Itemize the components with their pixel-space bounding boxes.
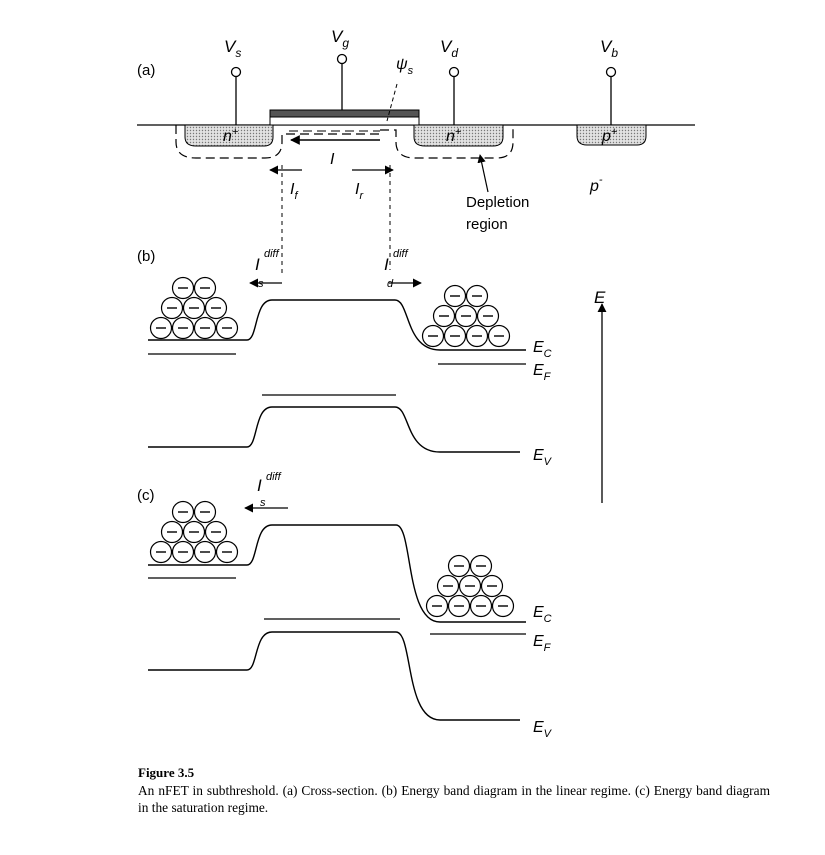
depletion-pointer	[477, 154, 489, 193]
electron-pile	[425, 554, 515, 618]
electron-icon	[465, 284, 489, 308]
electron-icon	[476, 304, 500, 328]
drain-terminal: Vd	[440, 37, 460, 125]
panel-a-label: (a)	[137, 62, 155, 79]
electron-icon	[193, 500, 217, 524]
electron-pile	[149, 500, 239, 564]
source-n-plus-region	[184, 124, 274, 147]
electron-icon	[447, 594, 471, 618]
vg-label: Vg	[331, 27, 349, 50]
linear-regime-band-diagram: (b) Idiff s Idiff d EC EF EV	[137, 248, 553, 468]
drain-diffusion-label-b: Idiff d	[384, 248, 409, 290]
valence-band-b	[148, 406, 520, 453]
electron-pile	[421, 284, 511, 348]
drain-n-plus-region	[413, 124, 504, 147]
electron-icon	[149, 540, 173, 564]
electron-icon	[182, 296, 206, 320]
depletion-label-line2: region	[466, 216, 508, 233]
electron-icon	[182, 520, 206, 544]
electron-icon	[160, 296, 184, 320]
ec-label-b: EC	[533, 339, 552, 360]
electron-icon	[491, 594, 515, 618]
electron-icon	[469, 594, 493, 618]
electron-icon	[447, 554, 471, 578]
energy-axis-label: E	[594, 288, 606, 307]
electron-icon	[465, 324, 489, 348]
electron-icon	[443, 284, 467, 308]
ev-label-c: EV	[533, 719, 553, 740]
electron-icon	[193, 276, 217, 300]
gate-terminal: Vg	[331, 27, 349, 110]
vs-label: Vs	[224, 37, 241, 60]
electron-icon	[443, 324, 467, 348]
electron-icon	[171, 316, 195, 340]
conduction-band-b	[148, 299, 526, 351]
electron-icon	[469, 554, 493, 578]
source-n-plus-label: n+	[223, 126, 239, 145]
reverse-current-label: Ir	[355, 181, 364, 202]
electron-icon	[458, 574, 482, 598]
electron-icon	[215, 540, 239, 564]
electron-icon	[454, 304, 478, 328]
vd-label: Vd	[440, 37, 458, 60]
cross-section-panel: (a) Vs Vg Vd Vb ψs	[137, 27, 695, 275]
forward-current-label: If	[290, 181, 298, 202]
energy-axis: E	[594, 288, 607, 503]
source-terminal: Vs	[224, 37, 241, 125]
electron-icon	[421, 324, 445, 348]
body-p-plus-label: p+	[601, 126, 618, 145]
electron-icon	[432, 304, 456, 328]
surface-potential-label: ψs	[396, 56, 414, 77]
panel-b-label: (b)	[137, 248, 155, 265]
electron-icon	[425, 594, 449, 618]
figure-caption-text: An nFET in subthreshold. (a) Cross-secti…	[138, 783, 770, 815]
electron-icon	[193, 540, 217, 564]
ef-label-b: EF	[533, 362, 552, 383]
ev-label-b: EV	[533, 447, 553, 468]
gate-oxide	[269, 116, 420, 126]
valence-band-c	[148, 631, 520, 721]
vb-label: Vb	[600, 37, 618, 60]
electron-icon	[487, 324, 511, 348]
electron-icon	[171, 540, 195, 564]
source-depletion-boundary	[175, 125, 514, 159]
electron-icon	[215, 316, 239, 340]
substrate-label: p-	[589, 174, 603, 195]
electron-icon	[204, 296, 228, 320]
electron-icon	[171, 276, 195, 300]
figure-caption-title: Figure 3.5	[138, 765, 195, 780]
drain-n-plus-label: n+	[446, 126, 462, 145]
electron-icon	[436, 574, 460, 598]
electron-icon	[171, 500, 195, 524]
electron-icon	[480, 574, 504, 598]
electron-icon	[149, 316, 173, 340]
electron-pile	[149, 276, 239, 340]
electron-icon	[193, 316, 217, 340]
source-diffusion-label-b: Idiff s	[255, 248, 280, 290]
ef-label-c: EF	[533, 633, 552, 654]
electron-icon	[204, 520, 228, 544]
gate-electrode	[269, 109, 420, 118]
body-terminal: Vb	[600, 37, 618, 125]
panel-c-label: (c)	[137, 487, 155, 504]
channel-current-label: I	[330, 151, 335, 168]
conduction-band-c	[148, 524, 526, 623]
depletion-label-line1: Depletion	[466, 194, 529, 211]
electron-icon	[160, 520, 184, 544]
body-p-plus-region	[576, 124, 647, 146]
ec-label-c: EC	[533, 604, 552, 625]
